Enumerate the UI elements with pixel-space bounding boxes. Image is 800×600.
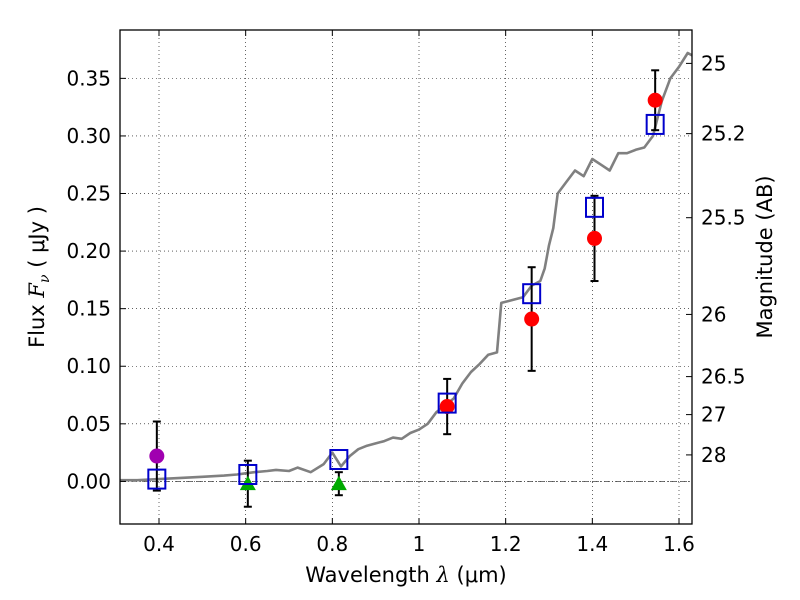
axes: 0.4 0.6 0.8 1 1.2 1.4 1.6 0.00 0.05 0.10 0.15 0.20 0…: [66, 30, 746, 556]
grid: [120, 30, 692, 524]
y-tick-label: 0.00: [66, 469, 111, 493]
data-point: [647, 92, 663, 108]
model-photometry-marker: [522, 283, 542, 305]
y2-tick-label: 27: [701, 403, 726, 427]
data-points: [147, 92, 665, 491]
model-photometry-marker: [147, 468, 167, 490]
y-tick-label: 0.25: [66, 182, 111, 206]
x-tick-label: 1.6: [663, 532, 695, 556]
y-tick-label: 0.15: [66, 297, 111, 321]
model-photometry-marker: [329, 449, 349, 471]
x-tick-label: 0.4: [143, 532, 175, 556]
y-tick-label: 0.35: [66, 66, 111, 90]
y2-tick-label: 26: [701, 302, 726, 326]
model-photometry-marker: [238, 463, 258, 485]
model-spectrum: [120, 51, 693, 482]
upper-limit-marker: [239, 475, 256, 491]
plot-frame: [119, 29, 693, 525]
data-point: [149, 448, 165, 464]
model-photometry-marker: [585, 196, 604, 218]
y-tick-label: 0.10: [66, 354, 111, 378]
x-tick-label: 1.2: [490, 532, 522, 556]
data-point: [439, 399, 455, 415]
y2-tick-label: 28: [701, 443, 726, 467]
y-tick-label: 0.05: [66, 412, 111, 436]
model-photometry-marker: [645, 113, 665, 135]
y2-tick-label: 25.5: [701, 206, 746, 230]
y-tick-label: 0.30: [66, 124, 111, 148]
data-point: [524, 311, 540, 327]
x-tick-label: 0.6: [230, 532, 262, 556]
y2-tick-label: 26.5: [701, 365, 746, 389]
data-point: [587, 230, 602, 246]
y-tick-label: 0.20: [66, 239, 111, 263]
y-axis-label: Flux Fν ( μJy ): [25, 206, 53, 348]
model-spectrum-line: [120, 51, 693, 482]
x-tick-label: 1.4: [576, 532, 608, 556]
x-tick-label: 0.8: [316, 532, 348, 556]
y2-axis-label: Magnitude (AB): [753, 175, 777, 338]
model-photometry-marker: [437, 392, 457, 414]
y2-tick-label: 25.2: [701, 122, 746, 146]
upper-limit-marker: [330, 475, 347, 491]
y2-tick-label: 25: [701, 51, 726, 75]
x-tick-label: 1: [413, 532, 426, 556]
x-axis-label: Wavelength λ (μm): [305, 563, 506, 587]
